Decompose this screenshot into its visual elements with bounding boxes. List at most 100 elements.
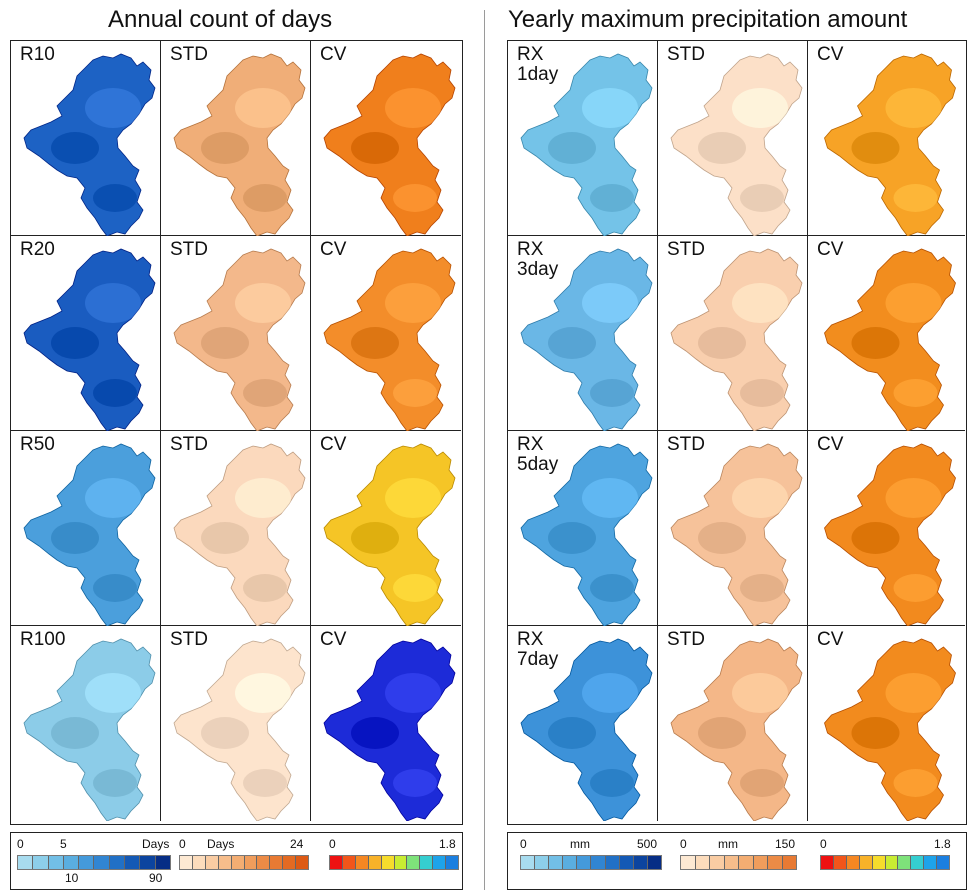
colorbar-swatch: [710, 856, 725, 869]
right-panel-r2-cv: CV: [808, 236, 965, 431]
right-map-cv-r2: [824, 248, 956, 431]
colorbar-swatch: [521, 856, 536, 869]
region-shading: [235, 88, 291, 128]
right-label-cv-r4: CV: [817, 629, 844, 650]
colorbar-swatch: [270, 856, 284, 869]
left-map-cv-r2: [323, 248, 456, 431]
region-shading: [893, 769, 938, 797]
colorbar-swatch: [577, 856, 592, 869]
region-shading: [243, 769, 287, 797]
colorbar-swatch: [231, 856, 245, 869]
left-panel-r1-cv: CV: [311, 41, 461, 236]
left-label-cv-r3: CV: [320, 434, 347, 455]
colorbar-swatch: [296, 856, 309, 869]
region-shading: [201, 522, 249, 554]
colorbar-swatch: [79, 856, 95, 869]
left-map-std-r2: [173, 248, 306, 431]
region-shading: [698, 327, 746, 359]
left-label-std-r1: STD: [170, 44, 208, 65]
days-index-colorbar: [17, 855, 171, 870]
region-shading: [698, 717, 746, 749]
region-shading: [582, 478, 638, 518]
left-label-index-r3: R50: [20, 434, 55, 455]
region-shading: [590, 184, 634, 212]
region-shading: [85, 283, 141, 323]
colorbar-swatch: [63, 856, 80, 869]
left-map-index-r2: [23, 248, 156, 431]
colorbar-swatch: [94, 856, 110, 869]
right-label-index-r1: RX 1day: [517, 44, 559, 85]
right-panel-r3-index: RX 5day: [508, 431, 658, 626]
region-shading: [51, 327, 99, 359]
colorbar-swatch: [911, 856, 925, 869]
region-shading: [93, 769, 137, 797]
colorbar-swatch: [549, 856, 564, 869]
days-index-legend-tick1: 5: [60, 837, 67, 851]
right-panel-r3-cv: CV: [808, 431, 965, 626]
colorbar-swatch: [381, 856, 395, 869]
region-shading: [385, 283, 441, 323]
left-panel-r4-std: STD: [161, 626, 311, 821]
region-shading: [740, 769, 784, 797]
left-label-index-r1: R10: [20, 44, 55, 65]
colorbar-swatch: [368, 856, 382, 869]
left-map-index-r3: [23, 443, 156, 626]
right-label-index-r4: RX 7day: [517, 629, 559, 670]
left-label-cv-r1: CV: [320, 44, 347, 65]
right-label-std-r3: STD: [667, 434, 705, 455]
region-shading: [385, 88, 441, 128]
left-panel-r2-index: R20: [11, 236, 161, 431]
region-shading: [590, 379, 634, 407]
days-legend-box: 0 5 Days 10 90 0 Days 24 0 1.8: [10, 832, 463, 890]
left-map-std-r4: [173, 638, 306, 821]
mm-std-legend-max: 150: [775, 837, 796, 851]
days-std-colorbar: [179, 855, 309, 870]
colorbar-swatch: [739, 856, 754, 869]
region-shading: [351, 522, 399, 554]
right-map-index-r3: [520, 443, 653, 626]
right-label-cv-r3: CV: [817, 434, 844, 455]
mm-std-legend-min: 0: [680, 837, 687, 851]
region-shading: [590, 574, 634, 602]
colorbar-swatch: [753, 856, 768, 869]
region-shading: [885, 283, 942, 323]
right-panel-r3-std: STD: [658, 431, 808, 626]
region-shading: [385, 673, 441, 713]
region-shading: [385, 478, 441, 518]
region-shading: [582, 283, 638, 323]
region-shading: [243, 184, 287, 212]
region-shading: [243, 574, 287, 602]
colorbar-swatch: [898, 856, 912, 869]
colorbar-swatch: [924, 856, 938, 869]
colorbar-swatch: [283, 856, 297, 869]
region-shading: [85, 673, 141, 713]
left-label-index-r2: R20: [20, 239, 55, 260]
left-panel-r4-index: R100: [11, 626, 161, 821]
region-shading: [548, 132, 596, 164]
region-shading: [393, 574, 437, 602]
region-shading: [885, 88, 942, 128]
colorbar-swatch: [355, 856, 369, 869]
colorbar-swatch: [140, 856, 156, 869]
right-section-title: Yearly maximum precipitation amount: [508, 6, 908, 33]
right-map-cv-r4: [824, 638, 956, 821]
colorbar-swatch: [833, 856, 847, 869]
colorbar-swatch: [724, 856, 739, 869]
right-panel-r1-std: STD: [658, 41, 808, 236]
region-shading: [732, 88, 788, 128]
mm-index-legend-max: 500: [637, 837, 658, 851]
region-shading: [548, 717, 596, 749]
colorbar-swatch: [605, 856, 620, 869]
right-map-std-r4: [670, 638, 803, 821]
region-shading: [393, 769, 437, 797]
right-map-cv-r1: [824, 53, 956, 236]
region-shading: [851, 522, 900, 554]
left-panel-r3-index: R50: [11, 431, 161, 626]
colorbar-swatch: [695, 856, 710, 869]
region-shading: [851, 132, 900, 164]
colorbar-swatch: [192, 856, 206, 869]
right-map-index-r2: [520, 248, 653, 431]
left-panel-r1-std: STD: [161, 41, 311, 236]
colorbar-swatch: [180, 856, 193, 869]
region-shading: [893, 574, 938, 602]
